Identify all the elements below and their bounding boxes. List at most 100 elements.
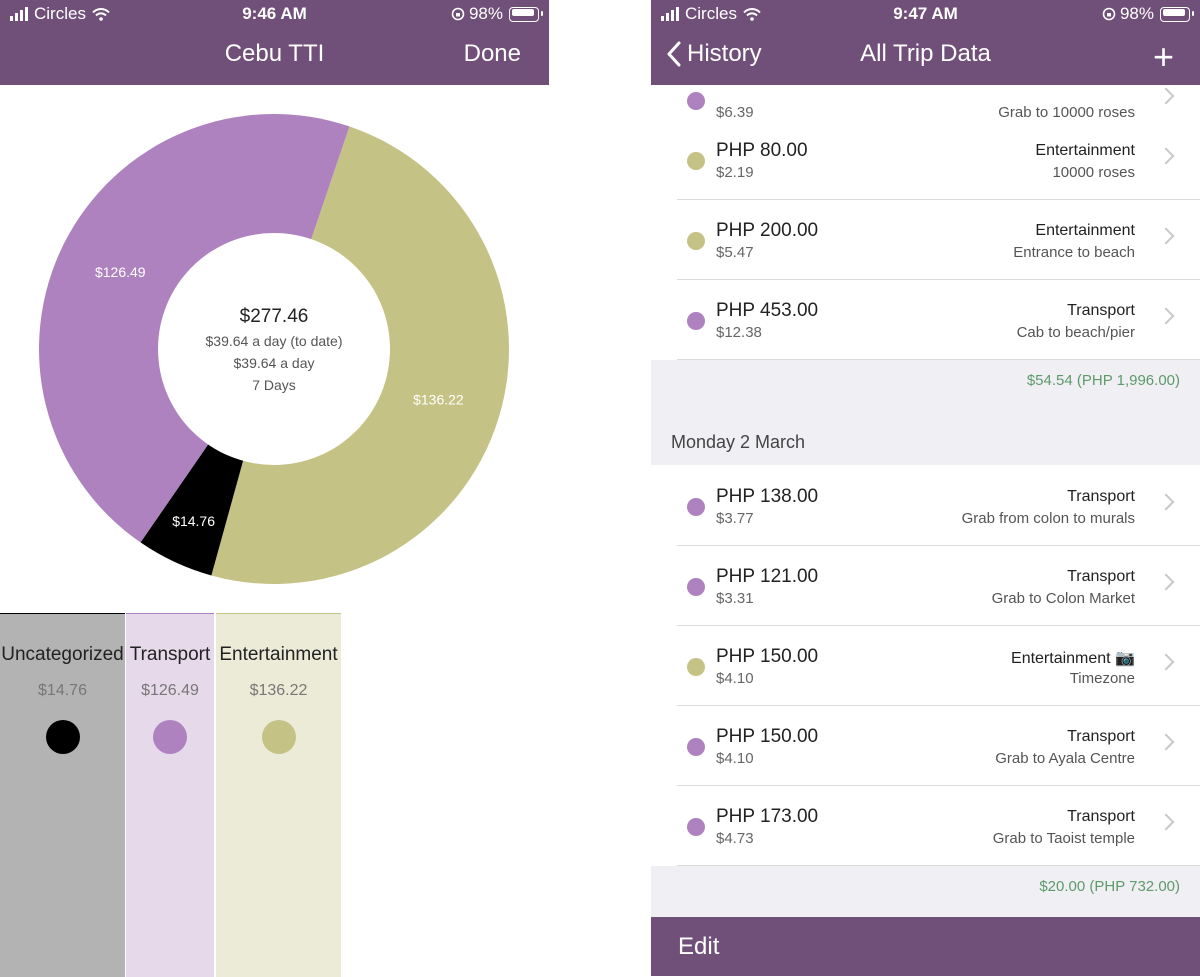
transaction-row[interactable]: PHP 200.00 $5.47 Entertainment Entrance to … [651, 200, 1200, 280]
battery-percent: 98% [1119, 4, 1154, 23]
usd-amount: $2.19 [716, 164, 754, 181]
edit-button[interactable]: Edit [678, 933, 720, 960]
section-header: Monday 2 March [651, 400, 1200, 465]
row-divider [677, 199, 1200, 200]
daily-average: $39.64 a day [234, 355, 315, 371]
transaction-row[interactable]: PHP 80.00 $2.19 Entertainment 10000 roses [651, 120, 1200, 200]
transaction-row[interactable]: PHP 121.00 $3.31 Transport Grab to Colon Ma… [651, 546, 1200, 626]
bottom-toolbar: Edit [651, 917, 1200, 976]
wifi-icon [743, 7, 761, 21]
chevron-right-icon [1157, 307, 1175, 325]
battery-icon [509, 6, 543, 22]
legend-label: Entertainment [219, 644, 338, 665]
php-amount: PHP 150.00 [716, 726, 819, 747]
usd-amount: $6.39 [716, 104, 754, 121]
php-amount: PHP 150.00 [716, 646, 819, 667]
category-dot [687, 312, 705, 330]
add-button[interactable]: + [1153, 36, 1174, 78]
status-bar: Circles 9:46 AM 98% [0, 0, 549, 28]
category-dot [687, 92, 705, 110]
usd-amount: $4.10 [716, 670, 754, 687]
day-total: $54.54 (PHP 1,996.00) [1026, 372, 1180, 389]
usd-amount: $12.38 [716, 324, 762, 341]
php-amount: PHP 138.00 [716, 486, 819, 507]
usd-amount: $4.10 [716, 750, 754, 767]
php-amount: PHP 200.00 [716, 220, 819, 241]
nav-bar: Cebu TTI Done [0, 28, 549, 85]
usd-amount: $3.77 [716, 510, 754, 527]
day-total-bar: $54.54 (PHP 1,996.00) [651, 360, 1200, 400]
screen-title: All Trip Data [860, 40, 991, 67]
usd-amount: $3.31 [716, 590, 754, 607]
transaction-row[interactable]: PHP 173.00 $4.73 Transport Grab to Taoist t… [651, 786, 1200, 866]
transaction-row[interactable]: PHP 138.00 $3.77 Transport Grab from colon … [651, 466, 1200, 546]
chevron-right-icon [1157, 147, 1175, 165]
day-total-bar: $20.00 (PHP 732.00) [651, 866, 1200, 917]
transaction-row[interactable]: PHP 150.00 $4.10 Transport Grab to Ayala Ce… [651, 706, 1200, 786]
row-divider [677, 865, 1200, 866]
usd-amount: $4.73 [716, 830, 754, 847]
slice-label: $126.49 [95, 264, 146, 280]
legend-uncategorized[interactable]: Uncategorized $14.76 [0, 613, 125, 977]
chevron-right-icon [1157, 87, 1175, 105]
php-amount: PHP 453.00 [716, 300, 819, 321]
wifi-icon [92, 7, 110, 21]
transaction-category: Entertainment 📷 [1011, 650, 1135, 667]
total-amount: $277.46 [240, 306, 309, 327]
row-divider [677, 785, 1200, 786]
transaction-category: Transport [1067, 728, 1135, 745]
row-divider [677, 359, 1200, 360]
transaction-category: Transport [1067, 568, 1135, 585]
category-dot [687, 152, 705, 170]
signal-icon [661, 7, 679, 21]
all-trip-data-screen: Circles 9:47 AM 98% $6.39 Grab to 10000 … [651, 0, 1200, 976]
legend-amount: $126.49 [141, 682, 199, 699]
legend-color-dot [261, 720, 296, 754]
transaction-description: Timezone [1069, 670, 1135, 687]
php-amount: PHP 80.00 [716, 140, 808, 161]
transaction-description: 10000 roses [1052, 164, 1135, 181]
transaction-category: Transport [1067, 302, 1135, 319]
category-dot [687, 578, 705, 596]
chevron-right-icon [1157, 227, 1175, 245]
transaction-row[interactable]: PHP 150.00 $4.10 Entertainment 📷 Timezone [651, 626, 1200, 706]
category-dot [687, 818, 705, 836]
category-summary-screen: Circles 9:46 AM 98% Cebu TTI Done $136.2… [0, 0, 549, 977]
row-divider [677, 625, 1200, 626]
carrier-label: Circles [34, 4, 86, 23]
donut-chart: $136.22 $14.76 $126.49 $277.46 $39.64 a da… [39, 114, 509, 584]
chevron-right-icon [1157, 653, 1175, 671]
clock: 9:47 AM [893, 4, 958, 23]
back-label: History [687, 40, 762, 67]
clock: 9:46 AM [242, 4, 307, 23]
usd-amount: $5.47 [716, 244, 754, 261]
daily-average-to-date: $39.64 a day (to date) [206, 333, 343, 349]
battery-icon [1160, 6, 1194, 22]
transaction-description: Entrance to beach [1013, 244, 1135, 261]
chevron-left-icon [667, 41, 681, 67]
transaction-description: Cab to beach/pier [1016, 324, 1135, 341]
legend-amount: $136.22 [249, 682, 308, 699]
transaction-category: Transport [1067, 808, 1135, 825]
category-dot [687, 658, 705, 676]
legend-color-dot [45, 720, 80, 754]
battery-percent: 98% [468, 4, 503, 23]
category-dot [687, 232, 705, 250]
chevron-right-icon [1157, 493, 1175, 511]
row-divider [677, 279, 1200, 280]
transaction-description: Grab to Taoist temple [992, 830, 1135, 847]
legend-entertainment[interactable]: Entertainment $136.22 [216, 613, 341, 977]
done-button[interactable]: Done [463, 40, 521, 67]
row-divider [677, 705, 1200, 706]
transaction-category: Entertainment [1035, 142, 1135, 159]
status-bar: Circles 9:47 AM 98% [651, 0, 1200, 28]
transaction-category: Transport [1067, 488, 1135, 505]
day-total: $20.00 (PHP 732.00) [1039, 878, 1180, 895]
back-button[interactable]: History [667, 40, 762, 68]
legend-color-dot [153, 720, 187, 754]
transaction-description: Grab to Colon Market [991, 590, 1135, 607]
chevron-right-icon [1157, 733, 1175, 751]
transaction-row[interactable]: PHP 453.00 $12.38 Transport Cab to beach/pi… [651, 280, 1200, 360]
rotation-lock-icon [1102, 7, 1116, 21]
legend-transport[interactable]: Transport $126.49 [126, 613, 214, 977]
